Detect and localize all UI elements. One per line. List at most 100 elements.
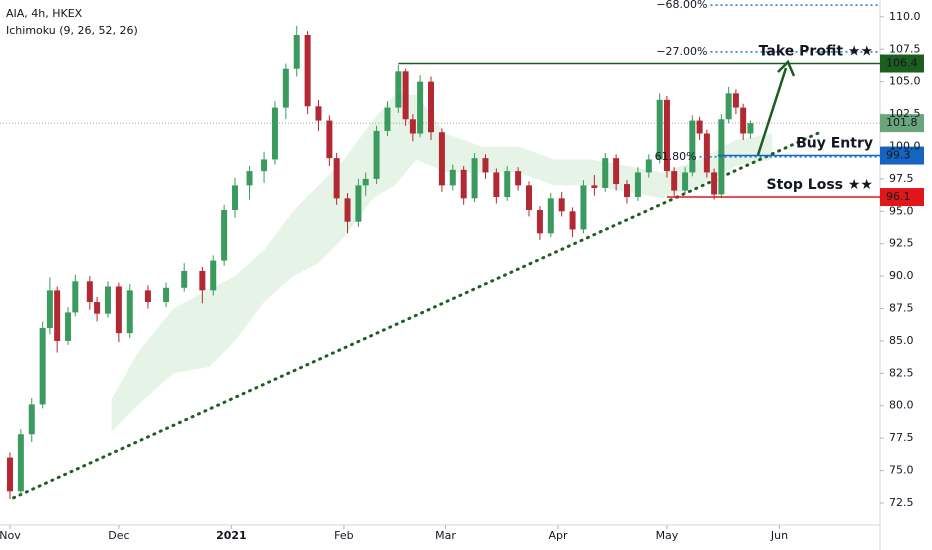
candle-body — [493, 172, 500, 198]
x-tick-label: May — [656, 529, 679, 542]
candle-body — [293, 35, 300, 69]
candle-body — [663, 99, 670, 172]
candle-body — [104, 286, 111, 314]
candle-body — [438, 132, 445, 186]
level-name: Buy Entry — [796, 136, 873, 152]
candle-body — [613, 158, 620, 185]
candle-body — [417, 81, 424, 134]
arrow-head — [777, 59, 796, 77]
candle-body — [536, 210, 543, 234]
candle-body — [199, 270, 206, 291]
candle-body — [409, 119, 416, 134]
x-tick-label: 2021 — [216, 529, 247, 542]
candle-body — [126, 290, 133, 334]
level-tag — [880, 54, 924, 73]
level-tag-label: 99.3 — [886, 149, 911, 162]
current-price-tag — [880, 114, 924, 133]
candle-body — [261, 159, 268, 172]
candle-body — [86, 281, 93, 303]
candle-body — [384, 107, 391, 131]
y-tick-label: 72.5 — [889, 496, 914, 509]
trendline — [12, 129, 825, 500]
y-tick-label: 85.0 — [889, 334, 914, 347]
candle-body — [39, 327, 46, 405]
candle-body — [526, 185, 533, 210]
level-name: Take Profit ★★ — [759, 44, 873, 60]
candle-body — [54, 290, 61, 341]
candle-body — [326, 120, 333, 159]
fib-label: 61.80% — [655, 150, 697, 163]
candle-body — [428, 81, 435, 133]
candle-body — [210, 260, 217, 291]
candle-body — [703, 133, 710, 173]
candle-body — [373, 130, 380, 179]
candle-body — [569, 211, 576, 230]
candle-body — [344, 198, 351, 222]
candle-body — [449, 169, 456, 186]
candle-body — [46, 290, 53, 328]
candle-body — [115, 286, 122, 334]
candle-body — [304, 35, 311, 107]
candle-body — [315, 106, 322, 121]
candle-body — [395, 71, 402, 108]
y-tick-label: 107.5 — [889, 42, 921, 55]
y-tick-label: 90.0 — [889, 269, 914, 282]
candle-body — [94, 302, 101, 314]
candle-body — [246, 171, 253, 186]
x-tick-label: Mar — [435, 529, 456, 542]
y-tick-label: 82.5 — [889, 366, 914, 379]
y-tick-label: 75.0 — [889, 464, 914, 477]
y-tick-label: 87.5 — [889, 302, 914, 315]
y-tick-label: 110.0 — [889, 10, 921, 23]
candle-body — [460, 169, 467, 199]
y-tick-label: 102.5 — [889, 107, 921, 120]
candle-body — [725, 93, 732, 120]
level-tag — [880, 146, 924, 165]
arrow — [756, 67, 788, 156]
candle-body — [6, 457, 13, 492]
candle-body — [580, 185, 587, 230]
chart-title: AIA, 4h, HKEX — [6, 7, 83, 20]
candle-body — [591, 185, 598, 188]
candle-body — [515, 171, 522, 186]
candle-body — [232, 185, 239, 210]
indicator-name: Ichimoku (9, 26, 52, 26) — [6, 24, 138, 37]
candle-body — [504, 171, 511, 198]
level-tag-label: 96.1 — [886, 190, 911, 203]
candle-body — [689, 120, 696, 173]
candle-body — [740, 107, 747, 134]
candle-body — [602, 158, 609, 188]
x-tick-label: Nov — [0, 529, 21, 542]
candle-body — [333, 158, 340, 199]
y-tick-label: 77.5 — [889, 431, 914, 444]
candle-body — [671, 171, 678, 191]
candle-body — [645, 159, 652, 173]
candle-body — [17, 434, 24, 492]
candle-body — [732, 93, 739, 108]
y-tick-label: 92.5 — [889, 237, 914, 250]
candle-body — [144, 290, 151, 303]
candle-body — [221, 210, 228, 261]
candle-body — [747, 123, 754, 134]
current-price-label: 101.8 — [886, 116, 918, 129]
y-tick-label: 105.0 — [889, 75, 921, 88]
candle-body — [72, 281, 79, 313]
x-tick-label: Dec — [108, 529, 129, 542]
candle-body — [282, 68, 289, 108]
level-name: Stop Loss ★★ — [767, 177, 873, 193]
y-tick-label: 100.0 — [889, 139, 921, 152]
candle-body — [624, 184, 631, 198]
level-tag — [880, 188, 924, 207]
x-tick-label: Feb — [334, 529, 353, 542]
candle-body — [634, 172, 641, 198]
fib-label: −27.00% — [656, 45, 707, 58]
candle-body — [711, 172, 718, 195]
x-tick-label: Apr — [549, 529, 569, 542]
level-tag-label: 106.4 — [886, 57, 918, 70]
candle-body — [271, 107, 278, 160]
candle-body — [682, 172, 689, 191]
candle-body — [355, 185, 362, 222]
candle-body — [547, 198, 554, 234]
